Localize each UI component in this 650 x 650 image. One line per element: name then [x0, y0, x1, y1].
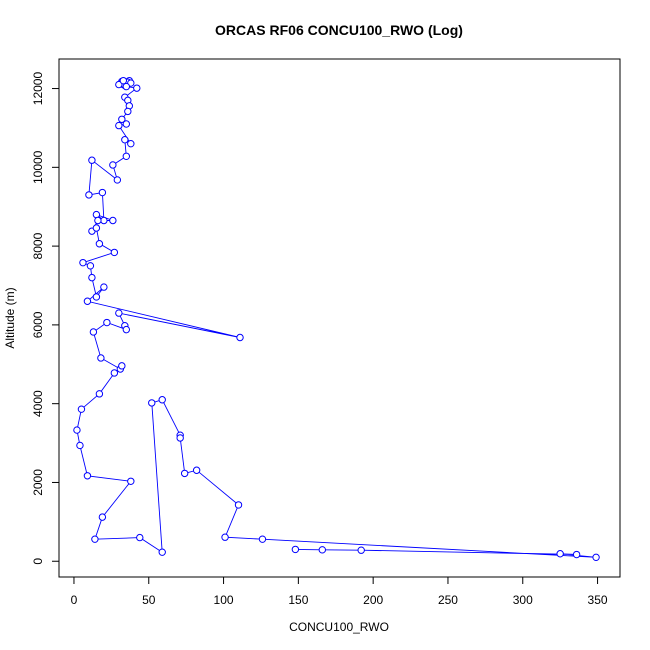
data-point	[110, 369, 119, 377]
y-tick-label: 8000	[31, 232, 45, 259]
data-point	[115, 121, 123, 130]
data-point	[127, 477, 135, 485]
y-tick-label: 4000	[31, 390, 45, 417]
data-point	[136, 533, 144, 542]
data-point	[318, 546, 326, 554]
data-point	[176, 434, 184, 442]
data-point	[95, 390, 104, 398]
data-point	[122, 152, 131, 160]
data-point	[291, 545, 300, 554]
data-point	[119, 76, 128, 85]
data-point	[121, 136, 129, 144]
data-point	[118, 115, 126, 123]
data-point	[88, 273, 96, 282]
data-point	[122, 325, 131, 334]
data-point	[83, 297, 92, 305]
data-point	[109, 216, 117, 225]
y-tick-label: 6000	[31, 311, 45, 338]
data-point	[85, 191, 93, 199]
data-point	[148, 399, 156, 407]
data-point	[127, 139, 135, 148]
data-point	[556, 550, 564, 558]
x-tick-label: 100	[214, 593, 234, 607]
data-point	[98, 188, 107, 197]
data-point	[158, 548, 166, 556]
data-point	[92, 224, 101, 232]
x-tick-label: 200	[363, 593, 383, 607]
data-point	[95, 240, 104, 248]
data-point	[94, 216, 102, 225]
data-point	[115, 309, 123, 317]
data-point	[572, 550, 581, 559]
data-point	[91, 535, 99, 543]
data-point	[92, 210, 101, 219]
y-tick-label: 10000	[31, 150, 45, 184]
data-point	[97, 354, 105, 362]
data-point	[124, 107, 132, 116]
x-tick-label: 150	[288, 593, 308, 607]
data-point	[76, 441, 84, 450]
x-axis-title: CONCU100_RWO	[289, 620, 389, 634]
data-point	[88, 156, 96, 164]
data-point	[192, 466, 201, 474]
data-point	[180, 469, 189, 478]
data-point	[100, 216, 108, 225]
data-point	[79, 258, 87, 267]
data-point	[100, 283, 108, 291]
data-point	[158, 396, 166, 404]
x-tick-label: 350	[588, 593, 608, 607]
data-point	[109, 161, 117, 169]
y-axis: 0 2000 4000 6000 8000 10000 12000	[31, 72, 60, 565]
data-point	[133, 84, 141, 92]
data-point	[592, 553, 600, 562]
data-point	[98, 513, 107, 521]
x-axis: 0 50 100 150 200 250 300 350	[71, 576, 608, 607]
data-point	[258, 535, 267, 543]
x-tick-label: 250	[438, 593, 458, 607]
data-point	[92, 293, 101, 301]
y-tick-label: 12000	[31, 72, 45, 106]
y-tick-label: 2000	[31, 469, 45, 496]
chart-title: ORCAS RF06 CONCU100_RWO (Log)	[215, 22, 463, 38]
data-point	[357, 546, 365, 554]
data-point	[234, 501, 243, 509]
data-point	[103, 318, 111, 327]
data-point	[118, 362, 126, 370]
data-point	[73, 426, 81, 434]
y-tick-label: 0	[31, 558, 45, 565]
data-point	[77, 405, 86, 413]
data-point	[221, 533, 229, 541]
data-point	[83, 472, 92, 480]
x-tick-label: 50	[142, 593, 156, 607]
data-point	[122, 82, 131, 91]
data-point	[86, 262, 95, 270]
series-layer	[73, 76, 600, 562]
y-axis-title: Altitude (m)	[3, 287, 17, 348]
data-point	[110, 248, 119, 257]
data-point	[113, 176, 122, 184]
data-point	[122, 120, 131, 128]
x-tick-label: 300	[513, 593, 533, 607]
data-point	[236, 333, 244, 342]
data-point	[115, 80, 123, 89]
x-tick-label: 0	[71, 593, 78, 607]
data-point	[89, 328, 98, 336]
